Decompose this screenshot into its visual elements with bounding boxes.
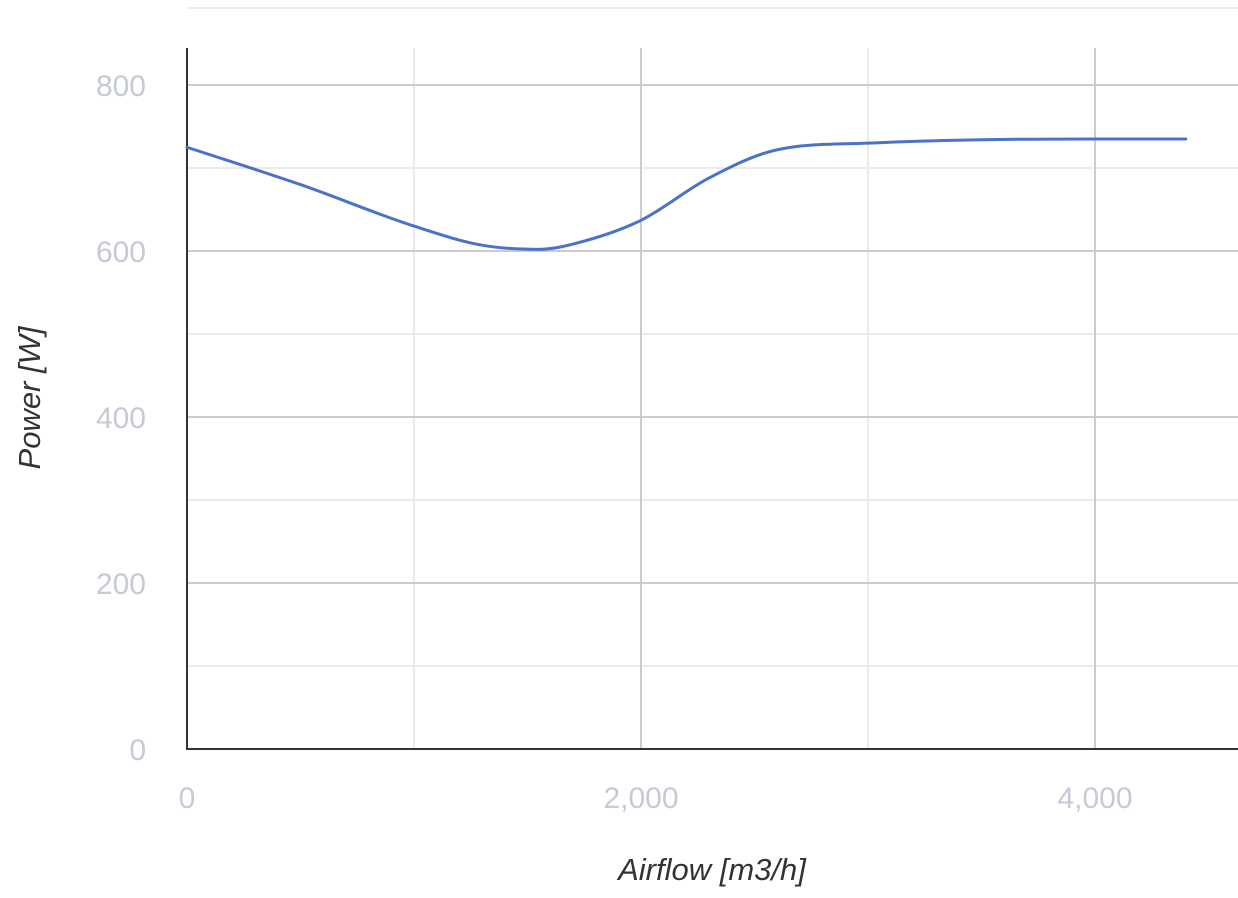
x-tick-label: 0 [179,782,196,815]
series-layer [185,137,1188,251]
series-line [185,137,1188,251]
x-tick-label: 4,000 [1057,782,1132,815]
tick-labels: 0 200 400 600 800 0 2,000 4,000 [96,70,1133,815]
y-tick-label: 800 [96,70,146,103]
x-tick-label: 2,000 [603,782,678,815]
gridlines [187,48,1238,749]
y-tick-label: 600 [96,236,146,269]
x-axis-title: Airflow [m3/h] [616,852,807,887]
axes [186,48,1238,750]
y-tick-label: 200 [96,568,146,601]
y-tick-label: 0 [129,734,146,767]
y-tick-label: 400 [96,402,146,435]
y-axis-title: Power [W] [12,325,47,469]
